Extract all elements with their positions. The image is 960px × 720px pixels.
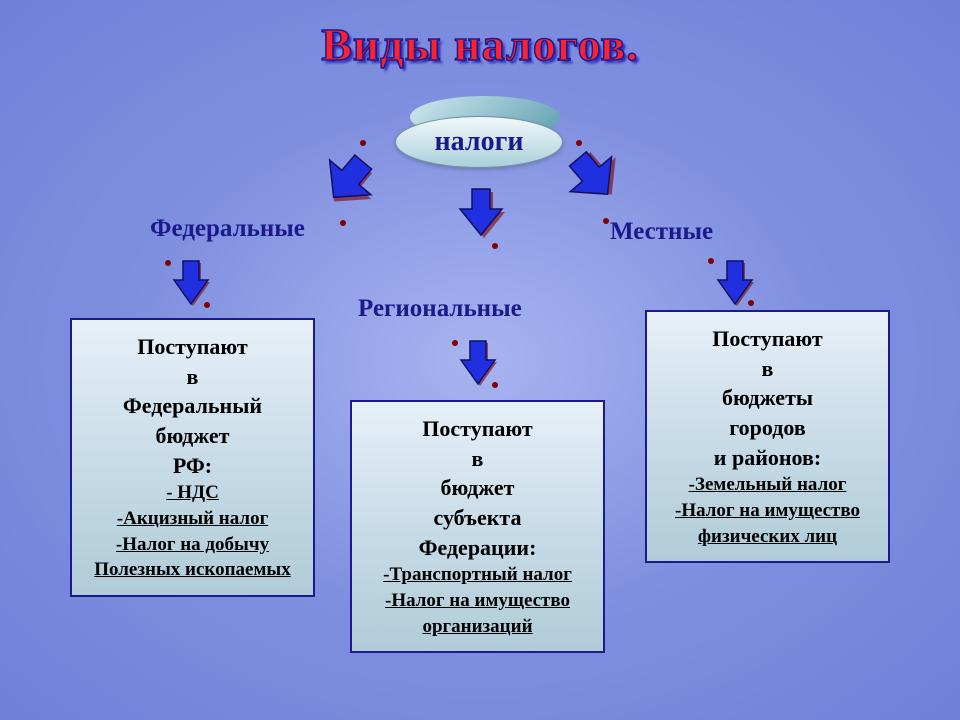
accent-dot bbox=[576, 140, 582, 146]
accent-dot bbox=[360, 140, 366, 146]
arrow-federal-to-box bbox=[168, 258, 212, 308]
box-item: -Налог на имущество bbox=[360, 588, 595, 614]
box-header-line: бюджеты bbox=[655, 383, 880, 413]
box-header-line: городов bbox=[655, 413, 880, 443]
accent-dot bbox=[340, 220, 346, 226]
arrow-regional-to-box bbox=[455, 338, 499, 388]
accent-dot bbox=[603, 218, 609, 224]
box-header-line: в bbox=[80, 362, 305, 392]
accent-dot bbox=[492, 243, 498, 249]
accent-dot bbox=[748, 300, 754, 306]
box-item: -Налог на добычу bbox=[80, 532, 305, 558]
box-item: -Акцизный налог bbox=[80, 506, 305, 532]
box-item: -Транспортный налог bbox=[360, 562, 595, 588]
box-header-line: бюджет bbox=[360, 473, 595, 503]
accent-dot bbox=[452, 340, 458, 346]
box-header-line: бюджет bbox=[80, 421, 305, 451]
box-header-line: Федерации: bbox=[360, 533, 595, 563]
box-header-line: РФ: bbox=[80, 451, 305, 481]
box-item: -Налог на имущество bbox=[655, 498, 880, 524]
box-item: организаций bbox=[360, 614, 595, 640]
box-header-line: субъекта bbox=[360, 503, 595, 533]
box-header-line: в bbox=[360, 444, 595, 474]
accent-dot bbox=[708, 258, 714, 264]
box-federal: Поступают в Федеральный бюджет РФ: - НДС… bbox=[70, 318, 315, 597]
box-item: Полезных ископаемых bbox=[80, 557, 305, 583]
category-federal: Федеральные bbox=[150, 215, 305, 243]
box-item: - НДС bbox=[80, 480, 305, 506]
accent-dot bbox=[204, 302, 210, 308]
main-title: Виды налогов. bbox=[0, 18, 960, 71]
box-header-line: в bbox=[655, 354, 880, 384]
category-local: Местные bbox=[610, 218, 713, 246]
box-header-line: и районов: bbox=[655, 443, 880, 473]
arrow-to-regional bbox=[452, 185, 507, 240]
box-item: -Земельный налог bbox=[655, 472, 880, 498]
box-header-line: Поступают bbox=[80, 332, 305, 362]
accent-dot bbox=[492, 382, 498, 388]
box-header-line: Федеральный bbox=[80, 391, 305, 421]
central-label: налоги bbox=[435, 126, 524, 158]
box-item: физических лиц bbox=[655, 524, 880, 550]
box-header-line: Поступают bbox=[655, 324, 880, 354]
box-header-line: Поступают bbox=[360, 414, 595, 444]
category-regional: Региональные bbox=[358, 295, 522, 323]
box-regional: Поступают в бюджет субъекта Федерации: -… bbox=[350, 400, 605, 653]
central-node: налоги bbox=[395, 116, 563, 168]
box-local: Поступают в бюджеты городов и районов: -… bbox=[645, 310, 890, 563]
arrow-to-federal bbox=[301, 134, 390, 221]
accent-dot bbox=[165, 260, 171, 266]
